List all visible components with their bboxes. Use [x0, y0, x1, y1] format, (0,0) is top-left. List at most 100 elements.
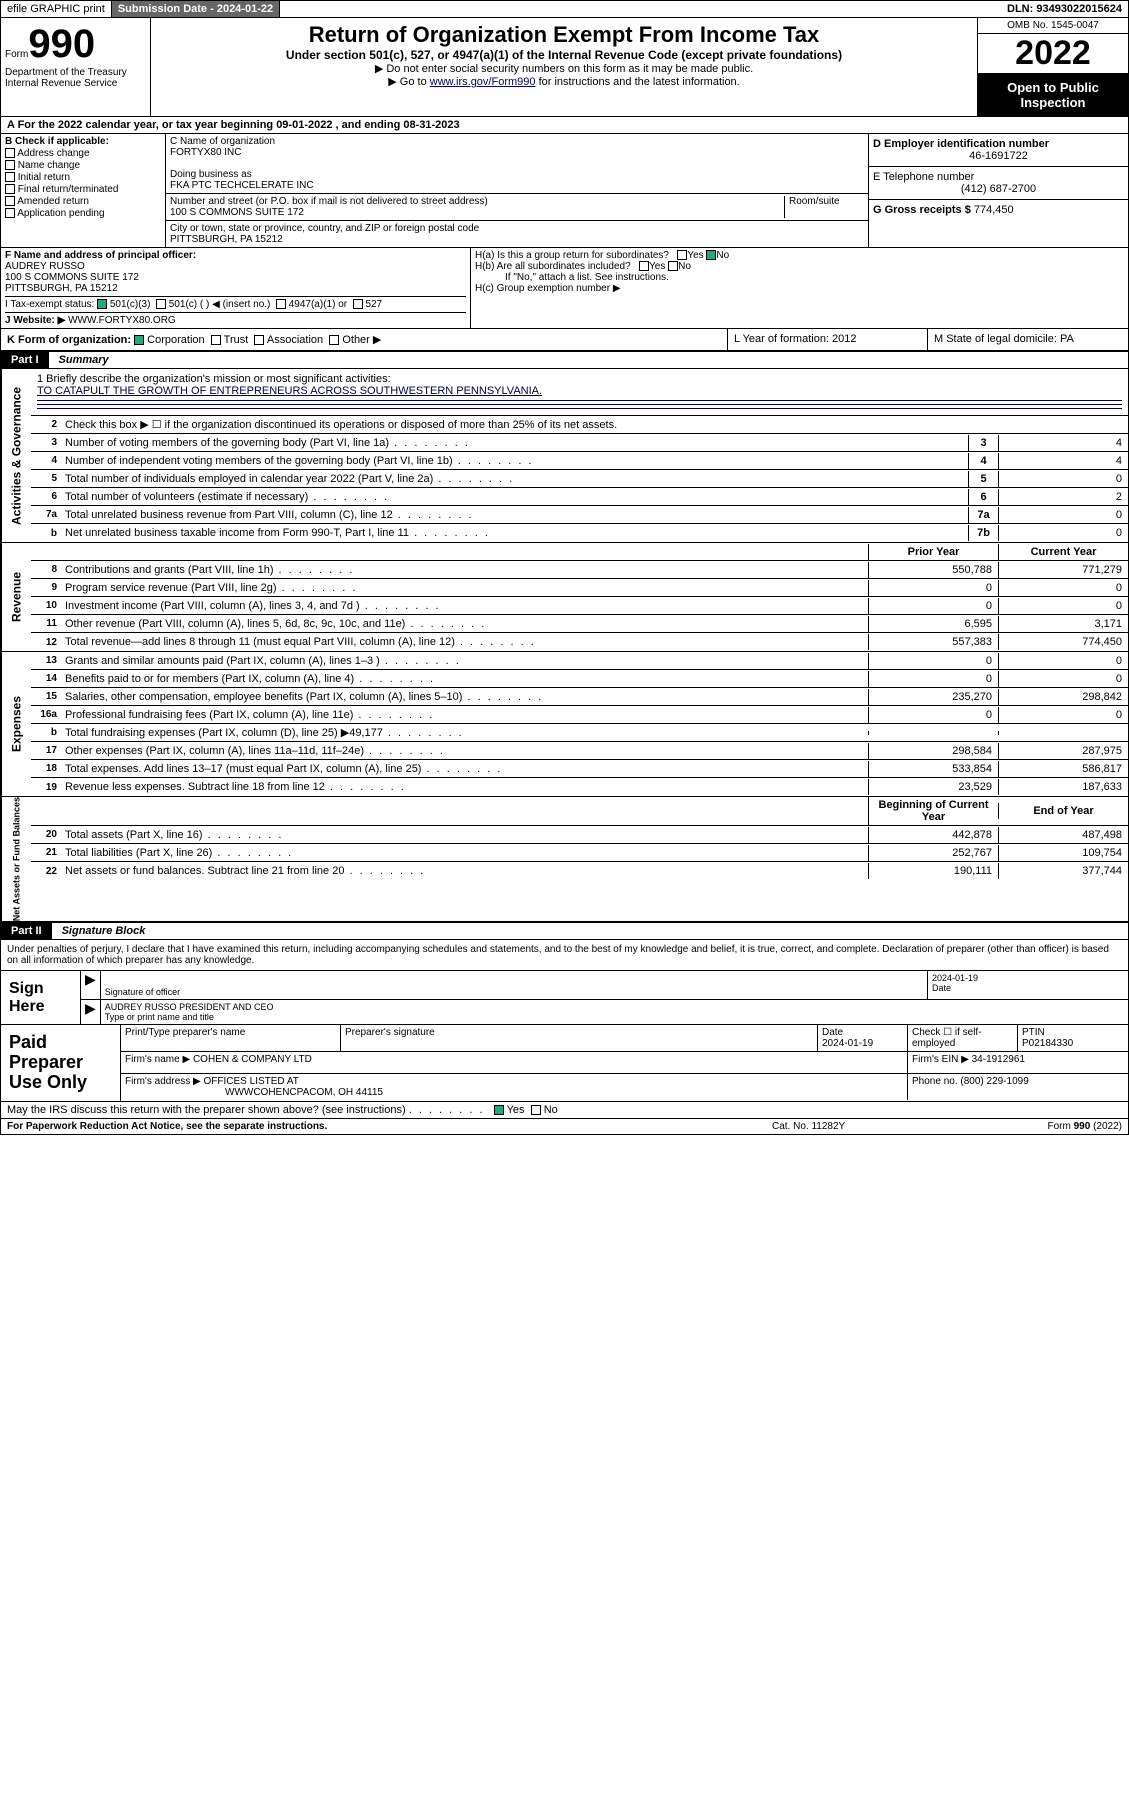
exp-section: Expenses 13Grants and similar amounts pa…	[0, 652, 1129, 797]
sign-here-block: Sign Here ▶ Signature of officer 2024-01…	[0, 971, 1129, 1025]
na-section: Net Assets or Fund Balances Beginning of…	[0, 797, 1129, 922]
gov-line: 7aTotal unrelated business revenue from …	[31, 506, 1128, 524]
rev-header: Prior Year Current Year	[31, 543, 1128, 561]
side-na: Net Assets or Fund Balances	[1, 797, 31, 921]
data-line: 8Contributions and grants (Part VIII, li…	[31, 561, 1128, 579]
data-line: 18Total expenses. Add lines 13–17 (must …	[31, 760, 1128, 778]
paid-preparer-block: Paid Preparer Use Only Print/Type prepar…	[0, 1025, 1129, 1101]
discuss-no[interactable]	[531, 1105, 541, 1115]
header-right: OMB No. 1545-0047 2022 Open to Public In…	[978, 18, 1128, 116]
form-footer: Form 990 (2022)	[972, 1121, 1122, 1132]
state-domicile: M State of legal domicile: PA	[928, 329, 1128, 350]
efile-label: efile GRAPHIC print	[1, 1, 112, 17]
ein: 46-1691722	[873, 150, 1124, 162]
data-line: 20Total assets (Part X, line 16)442,8784…	[31, 826, 1128, 844]
col-b: B Check if applicable: Address change Na…	[1, 134, 166, 247]
top-bar: efile GRAPHIC print Submission Date - 20…	[0, 0, 1129, 18]
section-b-to-g: B Check if applicable: Address change Na…	[0, 134, 1129, 248]
side-exp: Expenses	[1, 652, 31, 796]
discuss-yes[interactable]	[494, 1105, 504, 1115]
data-line: 16aProfessional fundraising fees (Part I…	[31, 706, 1128, 724]
dba: FKA PTC TECHCELERATE INC	[170, 180, 864, 191]
footer: For Paperwork Reduction Act Notice, see …	[0, 1119, 1129, 1135]
gov-line: 5Total number of individuals employed in…	[31, 470, 1128, 488]
opt-initial[interactable]: Initial return	[5, 172, 161, 183]
sub1: Under section 501(c), 527, or 4947(a)(1)…	[155, 48, 973, 62]
paid-label: Paid Preparer Use Only	[1, 1025, 121, 1100]
prep-date: 2024-01-19	[822, 1038, 873, 1049]
org-name: FORTYX80 INC	[170, 147, 864, 158]
firm-ein: 34-1912961	[972, 1054, 1025, 1065]
opt-address[interactable]: Address change	[5, 148, 161, 159]
city: PITTSBURGH, PA 15212	[170, 234, 864, 245]
sign-here-label: Sign Here	[1, 971, 81, 1024]
gross-receipts: 774,450	[974, 204, 1014, 216]
form-number: 990	[28, 22, 95, 66]
data-line: 21Total liabilities (Part X, line 26)252…	[31, 844, 1128, 862]
firm-phone: (800) 229-1099	[960, 1076, 1028, 1087]
na-header: Beginning of Current Year End of Year	[31, 797, 1128, 826]
discuss-row: May the IRS discuss this return with the…	[0, 1102, 1129, 1119]
header-title-box: Return of Organization Exempt From Incom…	[151, 18, 978, 116]
k-corp[interactable]	[134, 335, 144, 345]
col-c: C Name of organization FORTYX80 INC Doin…	[166, 134, 868, 247]
gov-section: Activities & Governance 1 Briefly descri…	[0, 369, 1129, 543]
irs-link[interactable]: www.irs.gov/Form990	[430, 76, 536, 88]
data-line: 22Net assets or fund balances. Subtract …	[31, 862, 1128, 880]
rev-section: Revenue Prior Year Current Year 8Contrib…	[0, 543, 1129, 652]
form-title: Return of Organization Exempt From Incom…	[155, 22, 973, 48]
row-a: A For the 2022 calendar year, or tax yea…	[0, 117, 1129, 134]
row-k: K Form of organization: Corporation Trus…	[0, 329, 1129, 351]
year-formation: L Year of formation: 2012	[728, 329, 928, 350]
officer-name: AUDREY RUSSO	[5, 261, 466, 272]
data-line: 10Investment income (Part VIII, column (…	[31, 597, 1128, 615]
data-line: 19Revenue less expenses. Subtract line 1…	[31, 778, 1128, 796]
data-line: 17Other expenses (Part IX, column (A), l…	[31, 742, 1128, 760]
arrow-icon: ▶	[81, 971, 101, 999]
data-line: 9Program service revenue (Part VIII, lin…	[31, 579, 1128, 597]
street: 100 S COMMONS SUITE 172	[170, 207, 784, 218]
col-d-e-g: D Employer identification number 46-1691…	[868, 134, 1128, 247]
row-f-h: F Name and address of principal officer:…	[0, 248, 1129, 329]
gov-line: 3Number of voting members of the governi…	[31, 434, 1128, 452]
dln: DLN: 93493022015624	[1001, 1, 1128, 17]
mission-text: TO CATAPULT THE GROWTH OF ENTREPRENEURS …	[37, 385, 542, 397]
submission-date[interactable]: Submission Date - 2024-01-22	[112, 1, 280, 17]
omb: OMB No. 1545-0047	[978, 18, 1128, 34]
tax-year: 2022	[978, 34, 1128, 74]
data-line: 13Grants and similar amounts paid (Part …	[31, 652, 1128, 670]
sig-intro: Under penalties of perjury, I declare th…	[0, 940, 1129, 971]
data-line: 14Benefits paid to or for members (Part …	[31, 670, 1128, 688]
sub3: ▶ Go to www.irs.gov/Form990 for instruct…	[155, 75, 973, 88]
data-line: 11Other revenue (Part VIII, column (A), …	[31, 615, 1128, 633]
officer-print-name: AUDREY RUSSO PRESIDENT AND CEO	[105, 1002, 1124, 1012]
form-header: Form990 Department of the Treasury Inter…	[0, 18, 1129, 117]
opt-pending[interactable]: Application pending	[5, 208, 161, 219]
opt-final[interactable]: Final return/terminated	[5, 184, 161, 195]
dept-label: Department of the Treasury Internal Reve…	[5, 67, 146, 89]
check-501c3[interactable]	[97, 299, 107, 309]
data-line: bTotal fundraising expenses (Part IX, co…	[31, 724, 1128, 742]
gov-line: 4Number of independent voting members of…	[31, 452, 1128, 470]
form-label-box: Form990 Department of the Treasury Inter…	[1, 18, 151, 116]
phone: (412) 687-2700	[873, 183, 1124, 195]
opt-amended[interactable]: Amended return	[5, 196, 161, 207]
ha-no[interactable]	[706, 250, 716, 260]
website: WWW.FORTYX80.ORG	[68, 315, 176, 326]
gov-line: 2Check this box ▶ ☐ if the organization …	[31, 416, 1128, 434]
side-rev: Revenue	[1, 543, 31, 651]
side-gov: Activities & Governance	[1, 369, 31, 542]
part-ii-header: Part II Signature Block	[0, 922, 1129, 940]
opt-name[interactable]: Name change	[5, 160, 161, 171]
firm-name: COHEN & COMPANY LTD	[193, 1054, 312, 1065]
sig-date: 2024-01-19	[932, 973, 1124, 983]
open-public: Open to Public Inspection	[978, 74, 1128, 116]
sub2: ▶ Do not enter social security numbers o…	[155, 62, 973, 75]
gov-line: 6Total number of volunteers (estimate if…	[31, 488, 1128, 506]
gov-line: bNet unrelated business taxable income f…	[31, 524, 1128, 542]
part-i-header: Part I Summary	[0, 351, 1129, 369]
mission-block: 1 Briefly describe the organization's mi…	[31, 369, 1128, 416]
data-line: 12Total revenue—add lines 8 through 11 (…	[31, 633, 1128, 651]
data-line: 15Salaries, other compensation, employee…	[31, 688, 1128, 706]
ptin: P02184330	[1022, 1038, 1073, 1049]
